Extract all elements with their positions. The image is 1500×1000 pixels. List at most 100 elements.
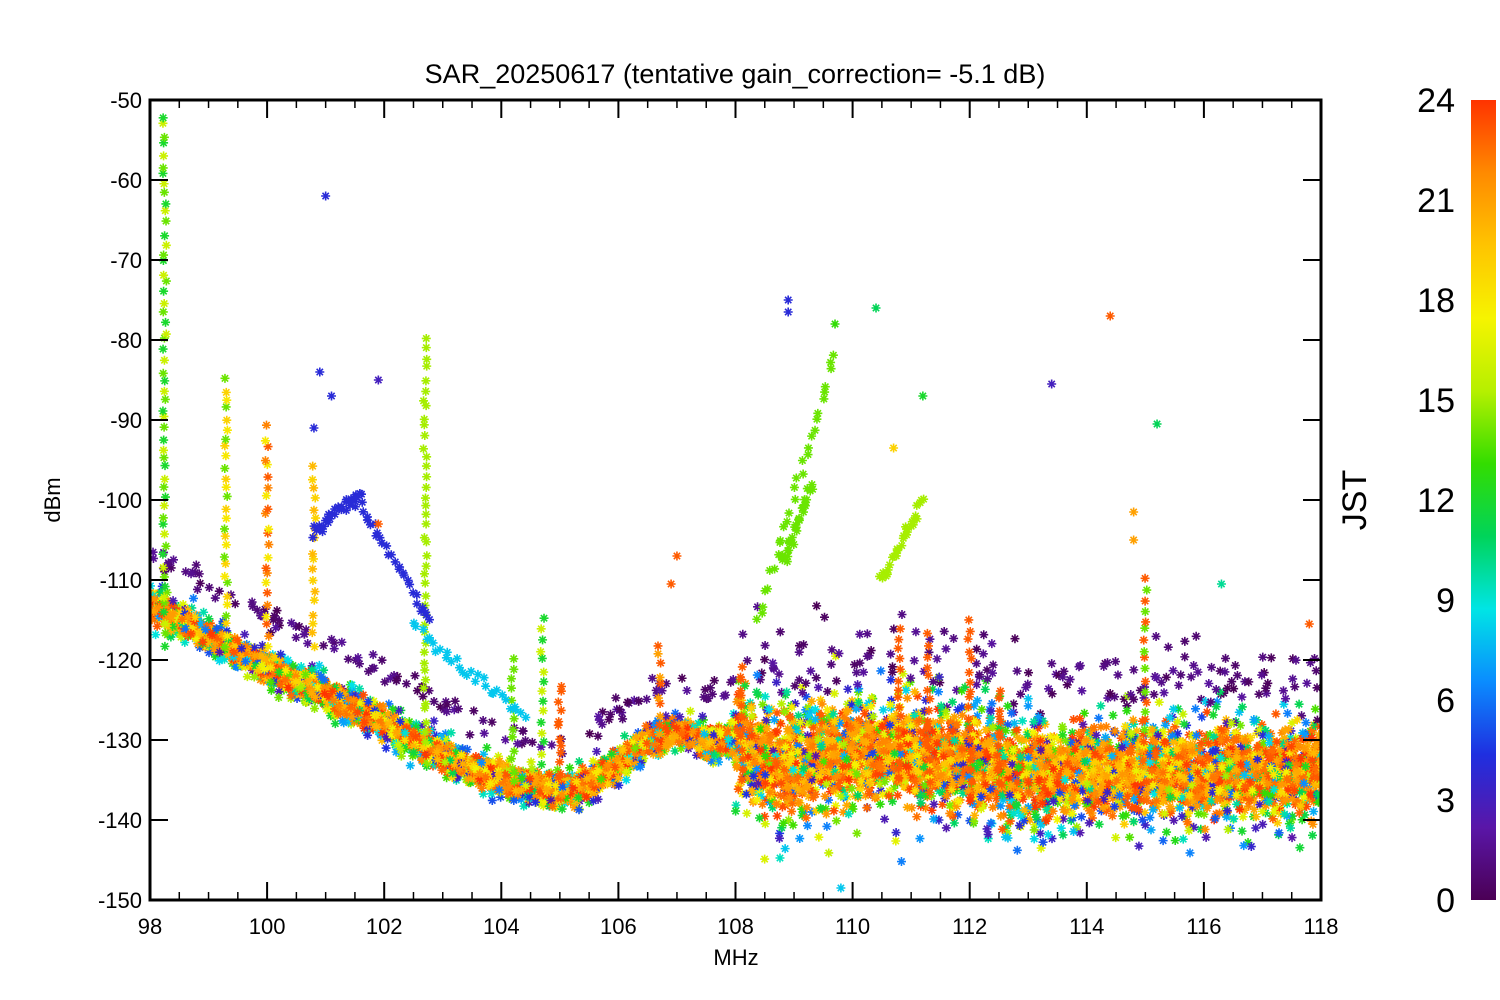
data-point <box>925 634 935 644</box>
data-point <box>742 656 752 666</box>
data-point <box>1011 725 1021 735</box>
data-point <box>1222 683 1232 693</box>
data-point <box>1021 683 1031 693</box>
data-point <box>1244 764 1254 774</box>
data-point <box>1028 755 1038 765</box>
data-point <box>446 728 456 738</box>
data-point <box>984 732 994 742</box>
data-point <box>1094 713 1104 723</box>
data-point <box>1220 801 1230 811</box>
data-point <box>1023 679 1033 689</box>
data-point <box>972 696 982 706</box>
data-point <box>1125 832 1135 842</box>
data-point <box>984 793 994 803</box>
data-point <box>1158 734 1168 744</box>
data-point <box>676 743 686 753</box>
data-point <box>384 699 394 709</box>
data-point <box>1291 733 1301 743</box>
data-point <box>878 790 888 800</box>
data-point <box>1121 810 1131 820</box>
data-point <box>538 801 548 811</box>
data-point <box>793 711 803 721</box>
data-point <box>1287 815 1297 825</box>
data-point <box>747 711 757 721</box>
data-point <box>1062 789 1072 799</box>
data-point <box>1282 789 1292 799</box>
data-point <box>709 676 719 686</box>
data-point <box>794 675 804 685</box>
data-point <box>1057 722 1067 732</box>
data-point <box>204 583 214 593</box>
data-point <box>429 697 439 707</box>
data-point <box>360 726 370 736</box>
data-point <box>1204 679 1214 689</box>
data-point <box>896 857 906 867</box>
data-point <box>1230 660 1240 670</box>
data-point <box>260 604 270 614</box>
data-point <box>1297 797 1307 807</box>
data-point <box>929 799 939 809</box>
data-point <box>1203 793 1213 803</box>
data-point <box>670 746 680 756</box>
data-point <box>779 733 789 743</box>
data-point <box>1161 716 1171 726</box>
data-point <box>1030 820 1040 830</box>
data-point <box>893 790 903 800</box>
data-point <box>1251 812 1261 822</box>
data-point <box>1246 842 1256 852</box>
data-point <box>566 797 576 807</box>
data-point <box>1313 757 1321 767</box>
data-point <box>1122 706 1132 716</box>
data-point <box>524 797 534 807</box>
data-point <box>1310 704 1320 714</box>
data-point <box>859 775 869 785</box>
data-point <box>412 686 422 696</box>
data-point <box>1207 662 1216 672</box>
data-point <box>1284 819 1294 829</box>
data-point <box>578 762 588 772</box>
data-point <box>449 705 459 715</box>
data-point <box>1258 652 1268 662</box>
data-point <box>1200 736 1210 746</box>
data-point <box>707 689 717 699</box>
data-point <box>1200 824 1210 834</box>
data-point <box>1300 796 1310 806</box>
data-point <box>1035 828 1045 838</box>
data-point <box>772 708 782 718</box>
data-point <box>838 807 848 817</box>
data-point <box>913 709 923 719</box>
data-point <box>989 732 999 742</box>
data-point <box>367 663 377 673</box>
data-point <box>814 832 824 842</box>
data-point <box>1153 739 1163 749</box>
data-point <box>188 593 198 603</box>
data-point <box>804 780 814 790</box>
data-point <box>867 717 877 727</box>
data-point <box>1151 773 1161 783</box>
data-point <box>1221 715 1231 725</box>
data-point <box>912 781 922 791</box>
data-point <box>789 742 799 752</box>
data-point <box>569 803 579 813</box>
data-point <box>1205 730 1215 740</box>
data-point <box>726 718 736 728</box>
data-point <box>779 792 789 802</box>
data-point <box>1240 805 1250 815</box>
data-point <box>1270 801 1280 811</box>
data-point <box>1008 741 1018 751</box>
data-point <box>1254 689 1264 699</box>
data-point <box>1301 718 1311 728</box>
data-point <box>1132 726 1142 736</box>
data-point <box>1249 804 1259 814</box>
data-point <box>1083 739 1093 749</box>
data-point <box>329 638 339 648</box>
data-point <box>1038 733 1047 743</box>
data-point <box>1014 770 1024 780</box>
data-point <box>493 751 503 761</box>
data-point <box>983 829 993 839</box>
data-point <box>547 740 557 750</box>
data-point <box>1255 789 1265 799</box>
data-point <box>1035 720 1045 730</box>
data-point <box>1262 688 1272 698</box>
data-point <box>1288 674 1298 684</box>
